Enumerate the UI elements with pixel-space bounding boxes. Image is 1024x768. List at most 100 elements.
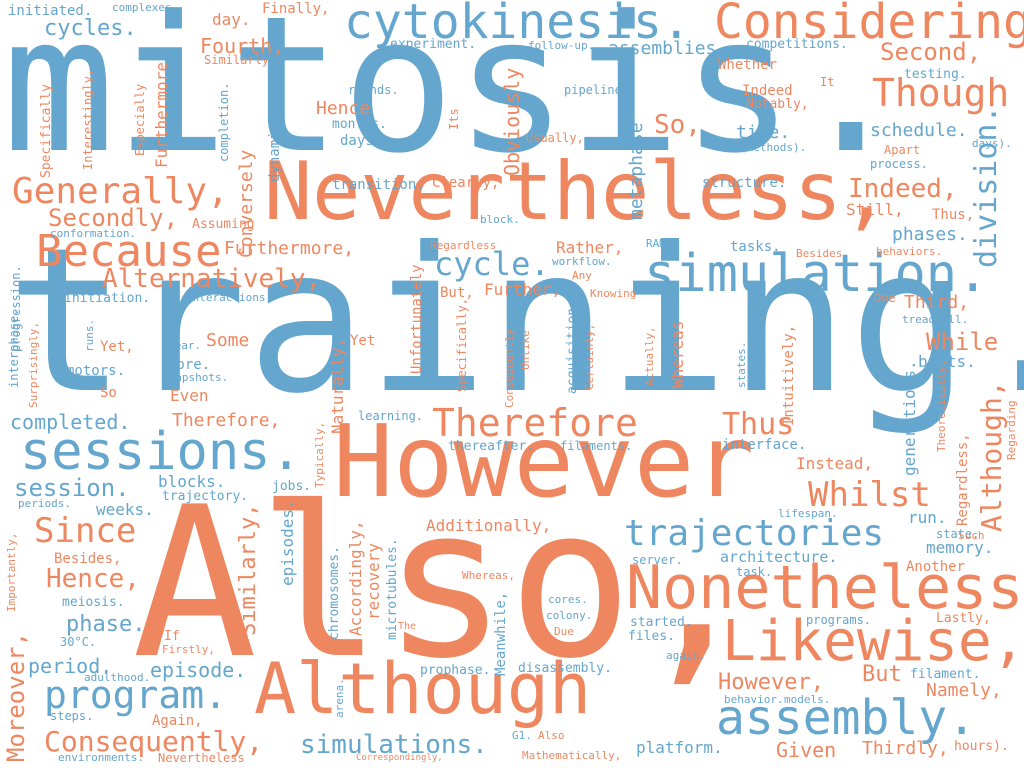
word: Moreover, [2, 631, 30, 762]
word: Whereas [668, 320, 687, 388]
word: Usually, [526, 131, 584, 145]
word: Nevertheless [158, 751, 245, 765]
word: division. [969, 105, 1004, 268]
word: filaments. [560, 439, 633, 453]
word: Conversely [236, 149, 257, 258]
word: chromosomes. [327, 546, 342, 640]
word: Although, [975, 380, 1008, 532]
word: day. [212, 10, 251, 29]
word: Some [206, 330, 250, 351]
word: Third, [904, 292, 970, 313]
word: environments. [58, 751, 145, 764]
word: Nonetheless, [626, 553, 1024, 623]
word: recovery [364, 542, 383, 620]
word: simulations. [300, 730, 488, 760]
word: core. [168, 357, 211, 373]
word: Besides, [54, 551, 122, 567]
word: Specifically, [455, 298, 469, 392]
word: training. [6, 205, 1024, 438]
word: behavior. [724, 693, 784, 706]
word: While [926, 328, 999, 356]
word: models. [784, 693, 831, 706]
word: However [333, 403, 755, 520]
word: Interestingly, [81, 68, 95, 170]
word: Still, [846, 200, 904, 219]
word: Similarly [204, 53, 270, 67]
word: jobs. [272, 479, 312, 494]
word: initiation. [64, 291, 151, 306]
word: Unlike [519, 330, 532, 370]
word: episode. [150, 658, 247, 682]
word: Such [958, 529, 985, 542]
word: Obviously [500, 67, 524, 176]
word: Regarding [1005, 400, 1018, 460]
word: rounds. [348, 83, 399, 97]
word: But [862, 662, 902, 687]
word: structure. [702, 175, 787, 191]
word: trajectory. [162, 489, 249, 504]
word: trajectories [624, 513, 885, 554]
word: mitosis. [2, 0, 908, 195]
word: learning. [358, 409, 424, 423]
word: days. [340, 133, 383, 149]
word: Thus, [932, 207, 975, 223]
word: Regardless [430, 239, 497, 252]
word: states. [735, 341, 748, 388]
word: episodes. [278, 499, 297, 586]
word: hours). [954, 739, 1009, 754]
word: Firstly, [162, 643, 215, 656]
word: again. [666, 649, 706, 662]
word: Its [447, 108, 461, 130]
word: Typically, [313, 421, 326, 488]
word: Fourth, [200, 34, 285, 58]
word: lifespan. [778, 507, 838, 520]
word: Second, [880, 38, 982, 66]
word: Additionally, [426, 516, 552, 535]
word: completed. [10, 410, 131, 434]
word: program. [44, 673, 228, 717]
word: Apart [884, 143, 921, 157]
word: Notably, [746, 97, 809, 112]
word: runs. [83, 318, 96, 352]
word: motors. [66, 363, 126, 379]
word: Thirdly, [862, 738, 949, 759]
word: days). [972, 137, 1012, 150]
word: Meanwhile, [493, 591, 509, 676]
word: Specifically [39, 84, 54, 178]
word: bouts. [918, 352, 976, 371]
word: session. [14, 474, 130, 502]
word: Namely, [926, 680, 1002, 701]
word: Intuitively, [781, 324, 797, 426]
word: Though [872, 71, 1010, 115]
word: process. [870, 157, 928, 171]
word: memory. [926, 538, 994, 557]
word: follow-up. [528, 39, 595, 52]
word: But, [440, 285, 474, 301]
word: time. [736, 122, 791, 143]
word: However, [718, 670, 824, 695]
word: period. [28, 654, 113, 678]
word: G1. [512, 729, 532, 742]
word: schedule. [870, 120, 968, 141]
word: treadmill. [902, 313, 969, 326]
word: 30°C. [60, 635, 97, 649]
word: programs. [806, 613, 872, 627]
word: Furthermore, [224, 238, 355, 259]
word: Due [554, 625, 574, 638]
word: workflow. [552, 255, 612, 268]
word: Unfortunately [409, 264, 425, 374]
word: Finally, [262, 1, 330, 17]
word: started. [630, 615, 693, 630]
word: transition. [332, 177, 425, 193]
word: Assuming [192, 217, 255, 232]
word: Hence, [46, 564, 140, 594]
word: RAM. [646, 237, 673, 250]
word: steps. [50, 709, 94, 723]
word: Also [538, 729, 565, 742]
word: interactions. [186, 291, 273, 304]
word: phase. [66, 612, 146, 637]
word: conformation. [50, 227, 137, 240]
word: Although [254, 648, 592, 730]
word: thereafter. [448, 439, 535, 454]
